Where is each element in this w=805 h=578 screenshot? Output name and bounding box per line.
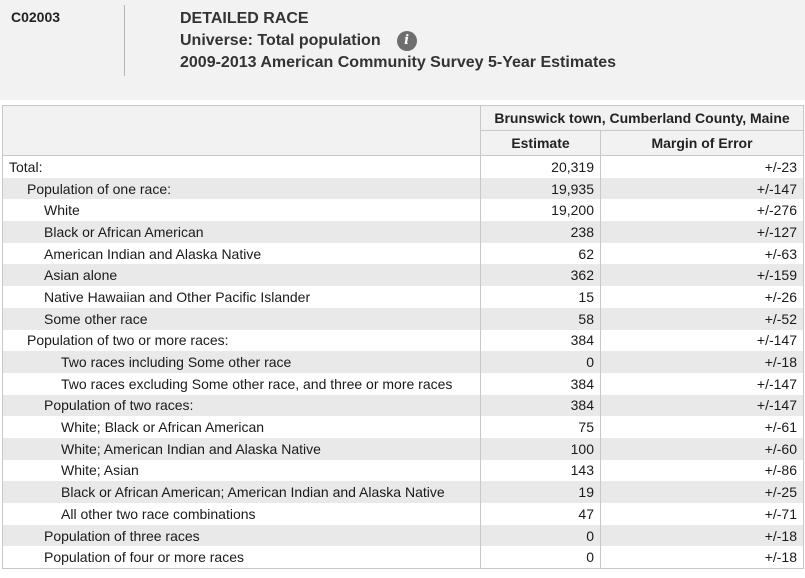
estimate-cell: 384 [480,372,601,395]
row-label: Population of four or more races [2,546,481,570]
row-label: White [2,199,481,222]
table-row: White 19,200 +/-276 [2,199,805,222]
table-row: Population of one race: 19,935 +/-147 [2,177,805,200]
moe-cell: +/-26 [599,286,805,308]
moe-cell: +/-86 [599,459,805,482]
estimate-cell: 47 [480,503,601,525]
universe-row: Universe: Total population i [180,30,616,52]
row-label: White; American Indian and Alaska Native [2,437,481,460]
title-block: DETAILED RACE Universe: Total population… [180,8,616,74]
table-row: Black or African American 238 +/-127 [2,221,805,243]
header-divider [124,5,125,76]
estimate-cell: 143 [480,459,601,482]
estimate-cell: 62 [480,242,601,265]
table-row: Population of two races: 384 +/-147 [2,394,805,417]
table-row: Total: 20,319 +/-23 [2,155,805,178]
table-row: White; Asian 143 +/-86 [2,459,805,482]
moe-cell: +/-127 [599,221,805,243]
table-row: White; Black or African American 75 +/-61 [2,416,805,438]
estimate-cell: 100 [480,437,601,460]
table-row: Two races including Some other race 0 +/-1… [2,351,805,373]
estimate-cell: 238 [480,221,601,243]
estimate-cell: 0 [480,351,601,373]
moe-cell: +/-63 [599,242,805,265]
moe-cell: +/-61 [599,416,805,438]
row-label: Population of three races [2,524,481,547]
row-label: Two races including Some other race [2,351,481,373]
estimate-cell: 19,935 [480,177,601,200]
moe-cell: +/-60 [599,437,805,460]
moe-cell: +/-147 [599,329,805,352]
row-label: Total: [2,155,481,178]
moe-cell: +/-147 [599,372,805,395]
estimate-cell: 75 [480,416,601,438]
moe-cell: +/-18 [599,351,805,373]
row-label-header [2,105,481,156]
row-label: Asian alone [2,264,481,287]
row-label: Some other race [2,307,481,330]
estimate-cell: 19,200 [480,199,601,222]
moe-cell: +/-147 [599,394,805,417]
row-label: All other two race combinations [2,503,481,525]
moe-cell: +/-23 [599,155,805,178]
table-header: C02003 DETAILED RACE Universe: Total pop… [0,0,805,100]
table-row: Population of three races 0 +/-18 [2,524,805,547]
estimate-cell: 19 [480,481,601,503]
row-label: White; Asian [2,459,481,482]
table-row: Asian alone 362 +/-159 [2,264,805,287]
estimate-cell: 15 [480,286,601,308]
estimate-cell: 384 [480,394,601,417]
survey-title: 2009-2013 American Community Survey 5-Ye… [180,54,617,71]
estimate-cell: 0 [480,524,601,547]
moe-cell: +/-159 [599,264,805,287]
row-label: White; Black or African American [2,416,481,438]
table-row: Two races excluding Some other race, and… [2,372,805,395]
data-table: Brunswick town, Cumberland County, Maine… [2,105,805,570]
geography-header: Brunswick town, Cumberland County, Maine [479,105,805,131]
table-row: Population of two or more races: 384 +/-14… [2,329,805,352]
table-row: Some other race 58 +/-52 [2,307,805,330]
universe-text: Universe: Total population [180,32,381,49]
table-body: Total: 20,319 +/-23 Population of one race:… [2,155,805,570]
row-label: Population of one race: [2,177,481,200]
table-row: Population of four or more races 0 +/-18 [2,546,805,570]
row-label: Native Hawaiian and Other Pacific Island… [2,286,481,308]
table-row: Native Hawaiian and Other Pacific Island… [2,286,805,308]
moe-cell: +/-25 [599,481,805,503]
estimate-cell: 362 [480,264,601,287]
moe-cell: +/-52 [599,307,805,330]
moe-cell: +/-276 [599,199,805,222]
moe-cell: +/-18 [599,524,805,547]
row-label: Population of two races: [2,394,481,417]
moe-cell: +/-71 [599,503,805,525]
moe-header: Margin of Error [599,130,805,156]
table-id: C02003 [11,9,61,25]
estimate-cell: 384 [480,329,601,352]
estimate-cell: 20,319 [480,155,601,178]
row-label: American Indian and Alaska Native [2,242,481,265]
row-label: Population of two or more races: [2,329,481,352]
row-label: Black or African American; American Indi… [2,481,481,503]
estimate-cell: 58 [480,307,601,330]
estimate-cell: 0 [480,546,601,570]
table-title: DETAILED RACE [180,10,309,27]
table-row: All other two race combinations 47 +/-71 [2,503,805,525]
table-row: Black or African American; American Indi… [2,481,805,503]
table-row: American Indian and Alaska Native 62 +/-63 [2,242,805,265]
estimate-header: Estimate [480,130,601,156]
row-label: Two races excluding Some other race, and… [2,372,481,395]
table-row: White; American Indian and Alaska Native… [2,437,805,460]
row-label: Black or African American [2,221,481,243]
info-icon[interactable]: i [396,31,417,51]
moe-cell: +/-18 [599,546,805,570]
moe-cell: +/-147 [599,177,805,200]
